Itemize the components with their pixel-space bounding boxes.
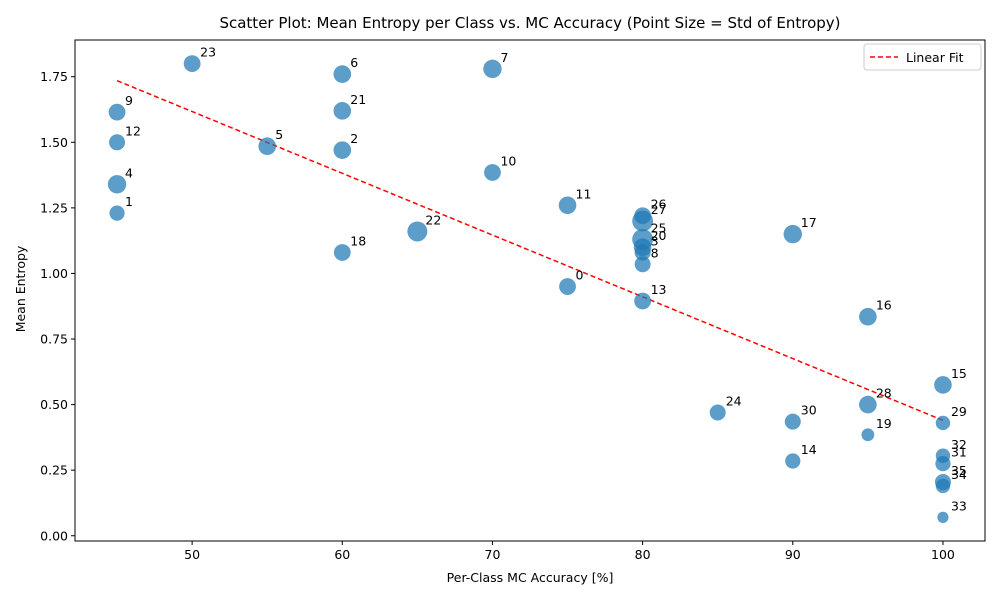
data-point [559, 278, 576, 295]
point-label: 30 [801, 403, 817, 418]
point-label: 11 [576, 186, 592, 201]
point-label: 19 [876, 416, 892, 431]
data-point [109, 205, 125, 221]
point-label: 15 [951, 366, 967, 381]
x-tick-label: 80 [635, 547, 651, 562]
x-tick-label: 60 [334, 547, 350, 562]
y-tick-label: 0.75 [40, 332, 68, 347]
point-label: 9 [125, 93, 133, 108]
linear-fit-line [116, 79, 944, 422]
point-label: 33 [951, 498, 967, 513]
legend-fit-label: Linear Fit [906, 50, 964, 65]
point-label: 17 [801, 215, 817, 230]
y-tick-label: 0.25 [40, 463, 68, 478]
point-label: 5 [275, 127, 283, 142]
data-point [109, 134, 126, 151]
data-point [407, 221, 428, 242]
x-tick-label: 70 [485, 547, 501, 562]
point-label: 10 [500, 153, 516, 168]
data-point [333, 244, 351, 261]
points-layer [107, 55, 952, 523]
point-label: 6 [350, 55, 358, 70]
data-point [333, 141, 352, 159]
point-label: 13 [651, 282, 667, 297]
point-label: 2 [350, 131, 358, 146]
x-tick-label: 90 [785, 547, 801, 562]
point-label: 7 [500, 50, 508, 65]
point-label: 34 [951, 467, 967, 482]
point-label: 16 [876, 298, 892, 313]
point-label: 25 [651, 220, 667, 235]
data-point [783, 224, 802, 244]
data-point [483, 59, 502, 79]
x-axis-label: Per-Class MC Accuracy [%] [447, 570, 614, 585]
fit-line-layer [116, 79, 944, 422]
point-label: 27 [651, 202, 667, 217]
point-label: 21 [350, 92, 366, 107]
y-tick-label: 1.75 [40, 69, 68, 84]
data-point [258, 137, 277, 156]
point-label: 20 [651, 228, 667, 243]
y-tick-label: 0.00 [40, 528, 68, 543]
point-label: 14 [801, 442, 817, 457]
y-tick-label: 0.50 [40, 397, 68, 412]
point-label: 29 [951, 404, 967, 419]
y-axis: 0.00 0.25 0.50 0.75 1.00 1.25 1.50 1.75 [40, 69, 75, 543]
data-point [634, 256, 651, 273]
x-tick-label: 50 [184, 547, 200, 562]
chart-title: Scatter Plot: Mean Entropy per Class vs.… [219, 14, 840, 32]
data-point [484, 164, 501, 181]
point-label: 18 [350, 233, 366, 248]
data-point [937, 511, 949, 523]
x-axis: 50 60 70 80 90 100 [184, 541, 955, 562]
point-label: 26 [651, 197, 667, 212]
data-point [709, 404, 726, 421]
data-point [859, 307, 877, 326]
y-tick-label: 1.50 [40, 135, 68, 150]
x-tick-label: 100 [931, 547, 955, 562]
point-label: 24 [726, 393, 742, 408]
point-label: 32 [951, 437, 967, 452]
data-point [558, 196, 577, 215]
data-point [333, 102, 352, 120]
data-point [183, 55, 201, 73]
y-tick-label: 1.00 [40, 266, 68, 281]
point-label: 23 [200, 45, 216, 60]
y-tick-label: 1.25 [40, 200, 68, 215]
data-point [934, 473, 951, 490]
point-label: 8 [651, 245, 659, 260]
data-point [934, 376, 952, 394]
data-point [333, 65, 352, 83]
point-label: 4 [125, 165, 133, 180]
legend-box [863, 43, 982, 71]
legend: Linear Fit [863, 43, 982, 71]
point-label: 28 [876, 386, 892, 401]
data-point [861, 428, 875, 442]
point-label: 31 [951, 445, 967, 460]
data-point [107, 175, 127, 194]
data-point [859, 395, 877, 414]
data-point [108, 103, 126, 121]
data-point [634, 292, 652, 310]
data-point [935, 415, 951, 431]
plot-frame [74, 39, 986, 542]
y-axis-label: Mean Entropy [13, 245, 28, 332]
point-label: 3 [651, 233, 659, 248]
data-point [632, 210, 654, 232]
point-label: 1 [125, 194, 133, 209]
point-label: 22 [425, 212, 441, 227]
data-point [935, 448, 951, 463]
point-label: 35 [951, 463, 967, 478]
point-label: 0 [576, 268, 584, 283]
data-point [632, 228, 654, 250]
data-point [784, 413, 801, 430]
point-label: 12 [125, 123, 141, 138]
data-point [785, 453, 801, 469]
